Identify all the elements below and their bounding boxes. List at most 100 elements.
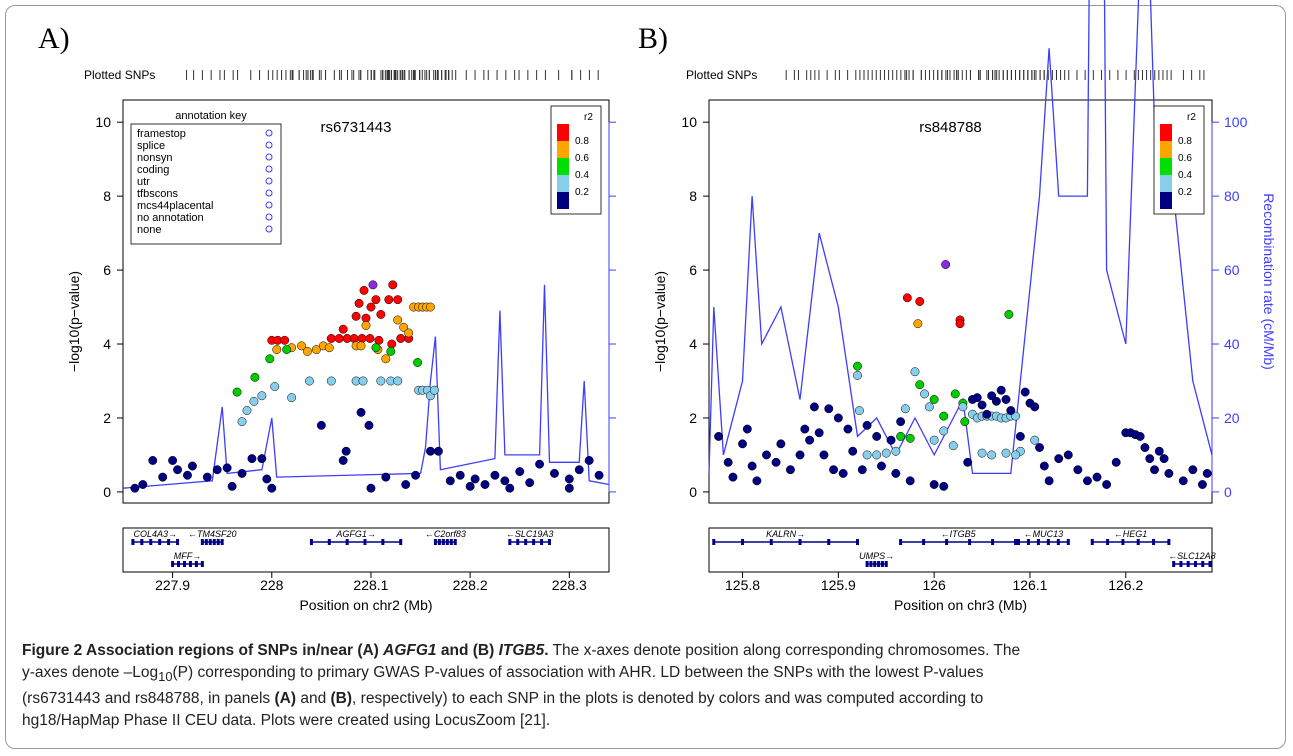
r2-legend-label: 0.8 — [575, 136, 589, 147]
gene-exon — [177, 561, 181, 567]
snp-point — [996, 385, 1006, 395]
gene-exon — [345, 539, 349, 545]
r2-swatch — [1160, 192, 1172, 209]
gene-exon — [445, 539, 449, 545]
caption-line2: y-axes denote –Log10(P) corresponding to… — [22, 664, 984, 685]
gene-label: COL4A3→ — [133, 529, 177, 539]
gene-label: AGFG1→ — [335, 529, 376, 539]
snp-point — [334, 334, 344, 343]
gene-exon — [856, 539, 860, 545]
snp-point — [896, 431, 906, 441]
x-tick-label: 228.2 — [453, 577, 488, 593]
gene-exon — [140, 539, 144, 545]
snp-point — [359, 285, 369, 295]
snp-point — [465, 481, 475, 491]
gene-exon — [1186, 561, 1190, 567]
snp-point — [358, 376, 368, 386]
snp-point — [913, 319, 923, 329]
gene-exon — [208, 539, 212, 545]
gene-label: ←MUC13 — [1024, 529, 1064, 539]
plotted-snps-rug — [785, 70, 1205, 80]
snp-point — [1188, 465, 1198, 475]
y2-tick-label: 60 — [1224, 262, 1240, 278]
snp-point — [384, 295, 394, 305]
caption-line3: (rs6731443 and rs848788, in panels (A) a… — [22, 690, 984, 708]
gene-exon — [884, 561, 888, 567]
gene-exon — [1066, 539, 1070, 545]
gene-exon — [1106, 539, 1110, 545]
snp-point — [445, 476, 455, 486]
gene-exon — [873, 561, 877, 567]
gene-label: KALRN→ — [766, 529, 805, 539]
gene-exon — [1193, 561, 1197, 567]
x-tick-label: 125.8 — [725, 577, 760, 593]
gene-exon — [968, 539, 972, 545]
snp-point — [963, 457, 973, 467]
snp-point — [1035, 443, 1044, 452]
snp-point — [364, 420, 374, 430]
annotation-key-label: framestop — [137, 128, 186, 140]
snp-point — [168, 456, 178, 465]
x-tick-label: 126.1 — [1012, 577, 1047, 593]
y-tick-label: 6 — [689, 262, 697, 278]
snp-point — [303, 346, 312, 356]
annotation-key-box — [130, 123, 282, 245]
snp-point — [173, 465, 183, 475]
annotation-key-label: tfbscons — [137, 188, 178, 200]
snp-point — [158, 472, 168, 482]
annotation-key-symbol — [265, 129, 273, 137]
gene-exon — [167, 539, 171, 545]
snp-point — [1020, 387, 1030, 397]
snp-point — [929, 435, 939, 445]
snp-point — [853, 370, 862, 380]
snp-point — [351, 311, 361, 321]
snp-point — [564, 483, 574, 493]
annotation-key-label: utr — [137, 176, 150, 188]
gene-exon — [131, 539, 135, 545]
snp-point — [920, 389, 930, 399]
snp-point — [1044, 476, 1054, 486]
snp-point — [316, 420, 326, 430]
y2-axis-label: Recombination rate (cM/Mb) — [1261, 193, 1277, 370]
snp-point — [824, 404, 834, 414]
annotation-key-label: splice — [137, 140, 165, 152]
gene-exon — [508, 539, 512, 545]
snp-point — [1054, 454, 1064, 464]
snp-point — [905, 476, 915, 486]
annotation-key-symbol — [265, 189, 273, 197]
snp-point — [958, 402, 968, 412]
snp-point — [376, 376, 386, 386]
gene-exon — [158, 539, 162, 545]
snp-point — [515, 467, 525, 477]
snp-point — [280, 335, 290, 345]
x-tick-label: 126 — [922, 577, 946, 593]
snp-point — [1015, 431, 1025, 441]
snp-point — [426, 302, 435, 312]
snp-point — [341, 446, 351, 456]
snp-point — [399, 322, 409, 332]
gene-exon — [1172, 561, 1176, 567]
snp-point — [386, 346, 396, 356]
snp-point — [1082, 476, 1092, 486]
snp-point — [148, 456, 158, 465]
snp-point — [429, 385, 439, 395]
gene-exon — [1208, 561, 1212, 567]
gene-label: ←TM4SF20 — [188, 529, 237, 539]
snp-point — [905, 433, 915, 443]
gene-exon — [200, 561, 204, 567]
gene-exon — [877, 561, 881, 567]
snp-point — [1063, 450, 1073, 460]
r2-legend-label: 0.6 — [1178, 153, 1192, 164]
chart-title: rs6731443 — [321, 119, 392, 136]
gene-exon — [188, 561, 192, 567]
snp-point — [738, 439, 747, 449]
snp-point — [381, 354, 391, 364]
snp-point — [574, 465, 584, 475]
snp-point — [1202, 468, 1212, 478]
x-axis-label: Position on chr3 (Mb) — [894, 597, 1027, 613]
snp-point — [728, 472, 738, 482]
annotation-key: annotation key framestopsplicenonsyncodin… — [130, 110, 282, 245]
snp-points — [714, 260, 1212, 491]
gene-exon — [327, 539, 331, 545]
snp-point — [249, 396, 259, 406]
